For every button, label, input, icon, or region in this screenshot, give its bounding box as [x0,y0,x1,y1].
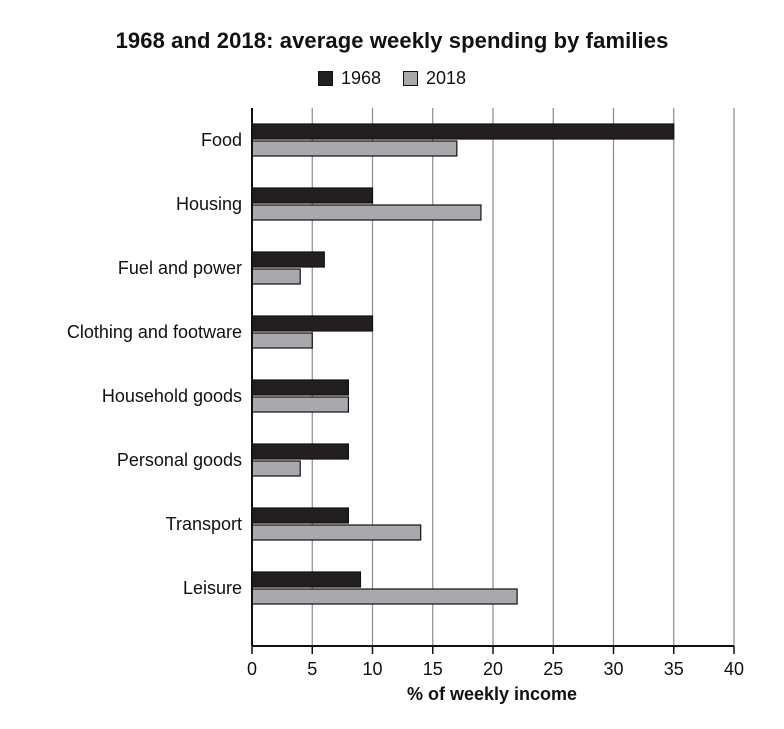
x-tick-label-30: 30 [603,659,623,679]
x-tick-label-25: 25 [543,659,563,679]
bar-2018-leisure [251,588,518,605]
legend-label-1968: 1968 [340,68,381,88]
bar-2018-food [251,140,458,157]
chart-title: 1968 and 2018: average weekly spending b… [115,28,669,53]
x-tick-label-5: 5 [307,659,317,679]
bar-2018-clothing-and-footware [251,332,313,349]
category-label-food: Food [201,130,242,150]
grid-lines [311,108,735,646]
legend-swatch-1968 [317,71,333,86]
bars [251,123,675,605]
legend-item-1968: 1968 [317,68,381,89]
bar-1968-fuel-and-power [251,251,325,268]
x-tick-label-0: 0 [247,659,257,679]
x-tick-labels: 0 5 10 15 20 25 30 35 40 [247,659,744,679]
bar-1968-personal-goods [251,443,350,460]
bar-1968-transport [251,507,350,524]
bar-1968-leisure [251,571,362,588]
bar-2018-transport [251,524,422,541]
axes [251,108,735,654]
bar-1968-food [251,123,675,140]
legend: 1968 2018 [0,68,784,89]
category-label-clothing-and-footware: Clothing and footware [67,322,242,342]
x-tick-label-10: 10 [362,659,382,679]
bar-1968-clothing-and-footware [251,315,374,332]
legend-label-2018: 2018 [426,68,467,88]
bar-2018-household-goods [251,396,350,413]
bar-1968-housing [251,187,374,204]
category-label-leisure: Leisure [183,578,242,598]
x-tick-label-40: 40 [724,659,744,679]
legend-swatch-2018 [403,71,418,86]
x-tick-label-35: 35 [664,659,684,679]
category-label-transport: Transport [166,514,242,534]
x-tick-label-20: 20 [483,659,503,679]
x-tick-label-15: 15 [423,659,443,679]
legend-item-2018: 2018 [403,68,466,89]
category-labels: Food Housing Fuel and power Clothing and fo… [67,130,242,598]
category-label-household-goods: Household goods [102,386,242,406]
category-label-personal-goods: Personal goods [117,450,242,470]
bar-2018-housing [251,204,482,221]
bar-2018-personal-goods [251,460,301,477]
category-label-housing: Housing [176,194,242,214]
bar-2018-fuel-and-power [251,268,301,285]
bar-1968-household-goods [251,379,350,396]
category-label-fuel-and-power: Fuel and power [118,258,242,278]
x-axis-title: % of weekly income [407,684,577,704]
